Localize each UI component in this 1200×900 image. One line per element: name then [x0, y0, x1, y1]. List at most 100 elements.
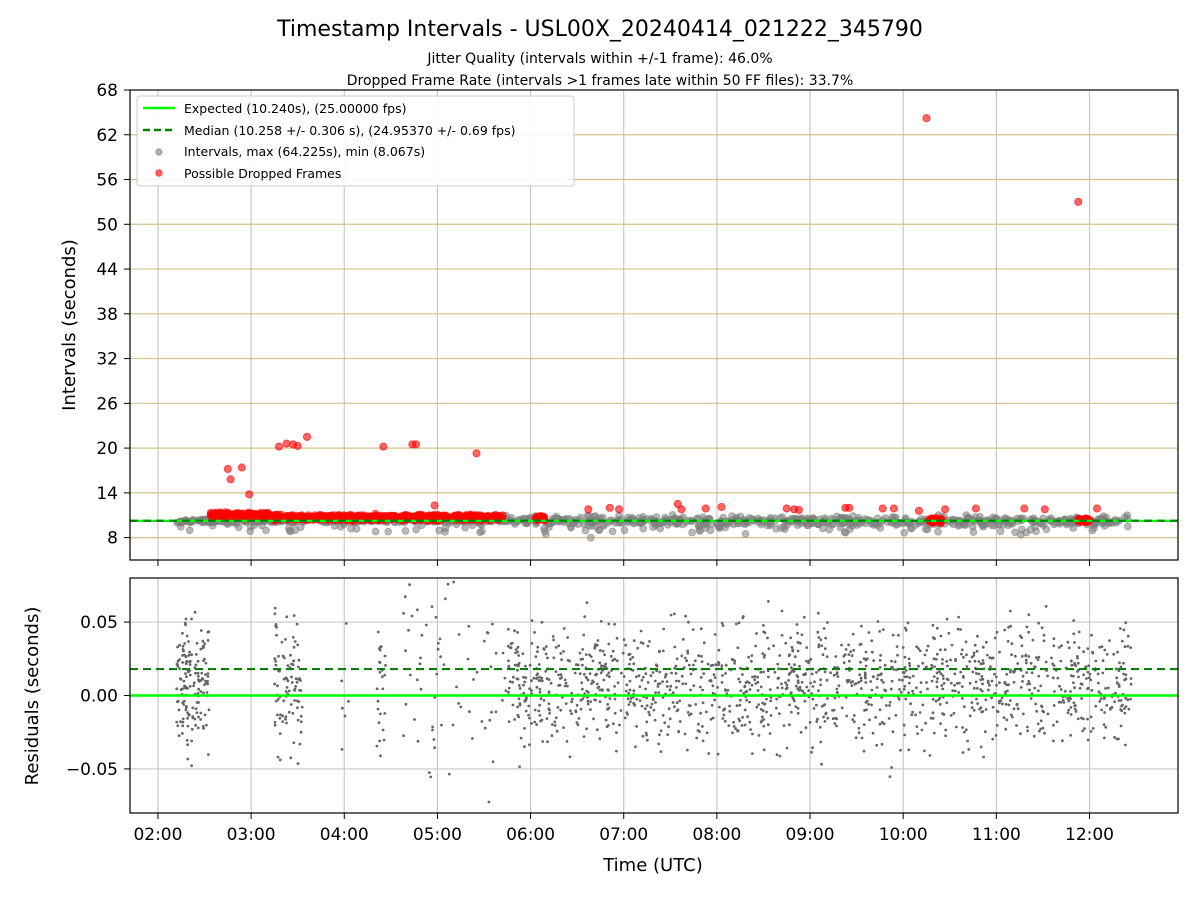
- residual-point: [944, 734, 947, 738]
- residual-point: [530, 679, 533, 683]
- residual-point: [878, 673, 882, 677]
- residual-point: [504, 689, 508, 693]
- residual-point: [521, 652, 525, 656]
- dropped-frame-outlier: [1020, 504, 1029, 513]
- residual-point: [186, 743, 190, 747]
- residual-point: [853, 682, 857, 686]
- residual-point: [832, 708, 836, 712]
- residual-point: [622, 638, 626, 642]
- residual-point: [376, 699, 380, 703]
- residual-point: [928, 754, 932, 757]
- residual-point: [530, 689, 533, 692]
- residual-point: [903, 655, 907, 659]
- residual-point: [628, 679, 632, 683]
- dropped-frame-outlier: [245, 490, 254, 499]
- residual-point: [524, 676, 528, 680]
- residual-point: [581, 663, 584, 667]
- residual-point: [680, 654, 684, 658]
- residual-point: [778, 654, 782, 657]
- residual-point: [787, 662, 791, 666]
- residual-point: [570, 691, 574, 695]
- residuals-y-tick-label: 0.05: [80, 613, 118, 633]
- residual-point: [776, 662, 780, 666]
- residual-point: [491, 760, 495, 764]
- residual-point: [651, 671, 655, 674]
- residual-point: [596, 639, 600, 642]
- interval-point: [285, 527, 294, 535]
- residual-point: [191, 716, 195, 720]
- residual-point: [769, 699, 772, 703]
- residual-point: [762, 670, 765, 674]
- residual-point: [611, 659, 614, 662]
- interval-point: [741, 530, 750, 538]
- interval-point: [371, 527, 380, 536]
- residual-point: [1055, 720, 1059, 724]
- residual-point: [518, 687, 522, 690]
- residual-point: [880, 678, 883, 682]
- residual-point: [938, 696, 942, 700]
- residual-point: [631, 655, 635, 659]
- residual-point: [1114, 691, 1117, 695]
- residual-point: [523, 745, 526, 749]
- residual-point: [865, 708, 868, 712]
- residual-point: [575, 703, 579, 707]
- residual-point: [577, 717, 581, 720]
- residual-points: [175, 580, 1133, 804]
- residual-point: [197, 679, 201, 683]
- residual-point: [713, 676, 717, 679]
- residual-point: [1026, 725, 1029, 729]
- residual-point: [1084, 665, 1088, 668]
- residual-point: [1013, 654, 1017, 658]
- residual-point: [281, 714, 284, 718]
- residual-point: [678, 699, 682, 703]
- residual-point: [595, 728, 599, 732]
- residual-point: [501, 699, 504, 702]
- residual-point: [984, 708, 988, 711]
- residual-point: [798, 664, 801, 668]
- residual-point: [695, 736, 699, 740]
- residual-point: [277, 654, 280, 658]
- residual-point: [711, 663, 715, 667]
- residual-point: [795, 674, 799, 677]
- residual-point: [559, 652, 563, 655]
- residual-point: [951, 689, 955, 693]
- residual-point: [949, 714, 953, 717]
- residual-point: [430, 605, 434, 608]
- residual-point: [503, 676, 507, 680]
- residual-point: [824, 636, 828, 640]
- residual-point: [723, 707, 727, 711]
- residual-point: [199, 718, 203, 721]
- dropped-frame-point: [466, 511, 476, 520]
- residual-point: [292, 659, 295, 663]
- residual-point: [864, 676, 867, 680]
- residual-point: [706, 662, 710, 666]
- residual-point: [905, 675, 909, 679]
- residual-point: [686, 651, 690, 655]
- residual-point: [801, 689, 805, 693]
- residual-point: [975, 649, 979, 653]
- residual-point: [929, 716, 933, 720]
- residual-point: [178, 667, 182, 671]
- residual-point: [375, 744, 379, 748]
- residual-point: [870, 639, 874, 643]
- residual-point: [1008, 609, 1012, 613]
- residual-point: [1019, 732, 1022, 736]
- residual-point: [1005, 718, 1009, 722]
- residual-point: [1087, 676, 1091, 680]
- residual-point: [635, 675, 638, 679]
- residual-point: [538, 687, 542, 691]
- residual-point: [573, 671, 577, 675]
- residual-point: [380, 675, 384, 679]
- residual-point: [959, 670, 963, 674]
- residual-point: [815, 703, 818, 707]
- residual-point: [1126, 634, 1130, 638]
- residual-point: [923, 653, 927, 657]
- residual-point: [1050, 656, 1053, 660]
- residual-point: [181, 644, 185, 648]
- residual-point: [987, 688, 990, 692]
- residual-point: [826, 621, 829, 624]
- residual-point: [1025, 625, 1029, 629]
- residual-point: [870, 703, 873, 707]
- residual-point: [376, 630, 380, 634]
